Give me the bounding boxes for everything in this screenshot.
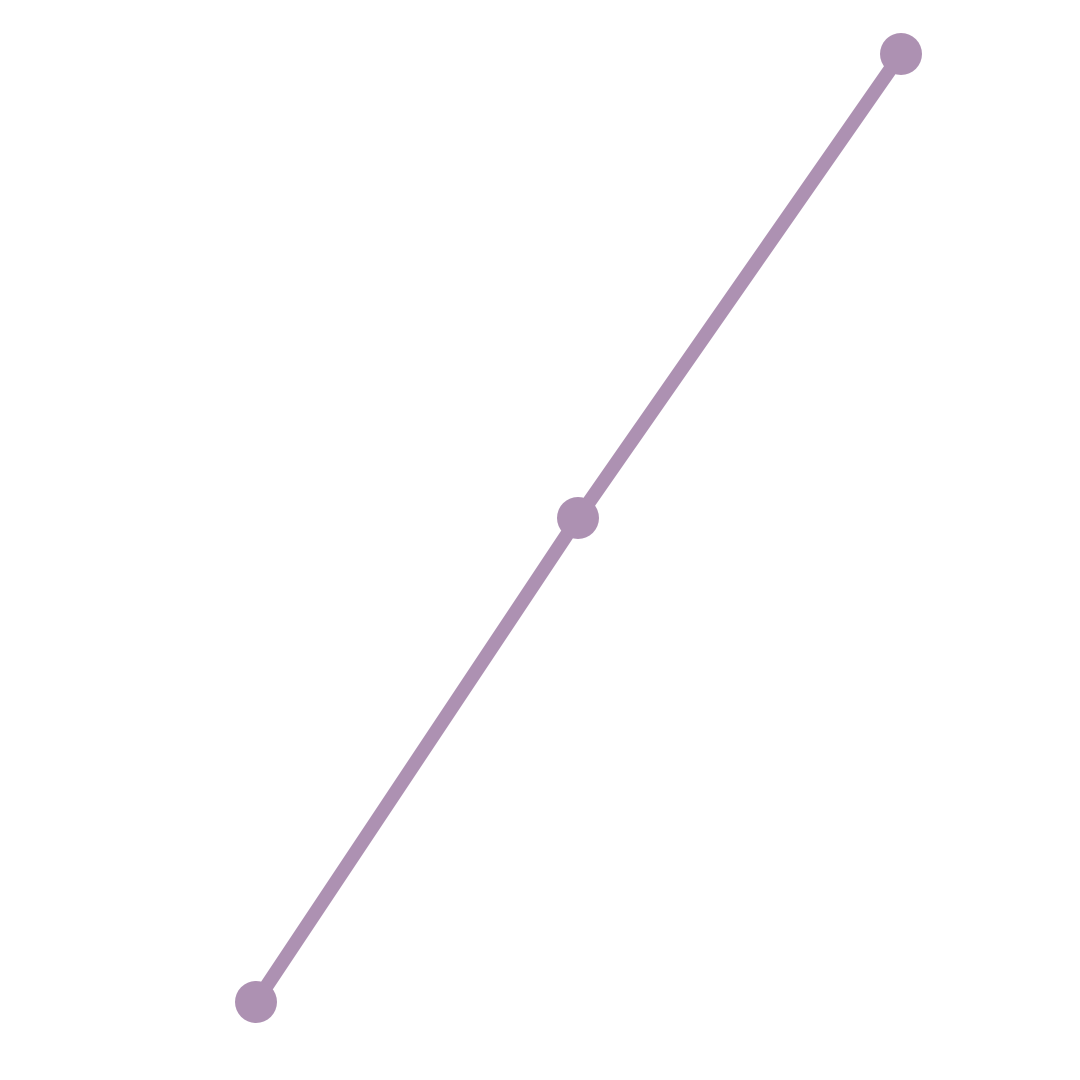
series-0-segment-1 [571,47,908,525]
series-layer [235,33,922,1023]
series-0-point-2 [880,33,922,75]
series-0-point-0 [235,981,277,1023]
series-0-point-1 [557,497,599,539]
series-0-segment-0 [249,511,585,1009]
